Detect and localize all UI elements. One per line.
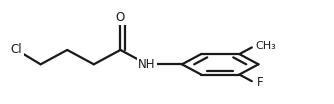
Text: F: F (257, 76, 264, 89)
Text: O: O (116, 11, 125, 24)
Text: Cl: Cl (11, 43, 22, 56)
Text: NH: NH (138, 58, 156, 71)
Text: CH₃: CH₃ (256, 41, 277, 51)
